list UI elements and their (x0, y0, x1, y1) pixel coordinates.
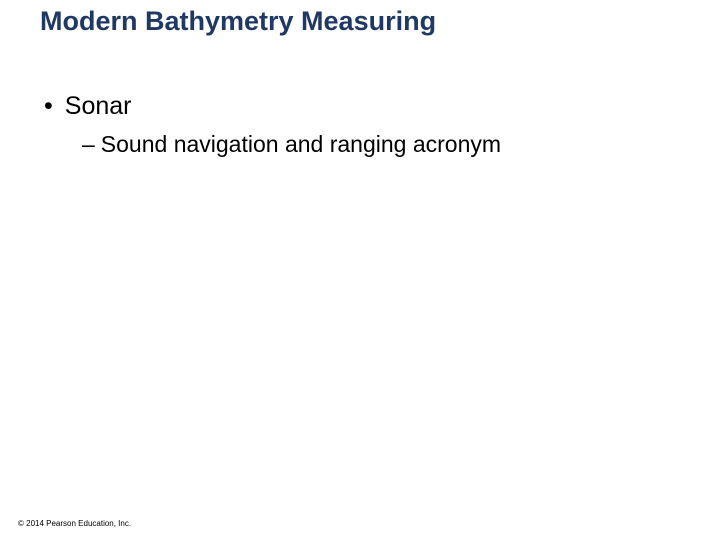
copyright-text: © 2014 Pearson Education, Inc. (18, 519, 131, 528)
slide-title: Modern Bathymetry Measuring (40, 6, 436, 37)
bullet-level-2: –Sound navigation and ranging acronym (82, 131, 501, 158)
slide: Modern Bathymetry Measuring • Sonar –Soun… (0, 0, 720, 540)
bullet-text: Sonar (65, 92, 132, 120)
bullet-text: Sound navigation and ranging acronym (101, 131, 501, 157)
bullet-level-1: • Sonar (44, 92, 131, 121)
bullet-marker: – (82, 131, 95, 158)
bullet-marker: • (44, 92, 53, 121)
